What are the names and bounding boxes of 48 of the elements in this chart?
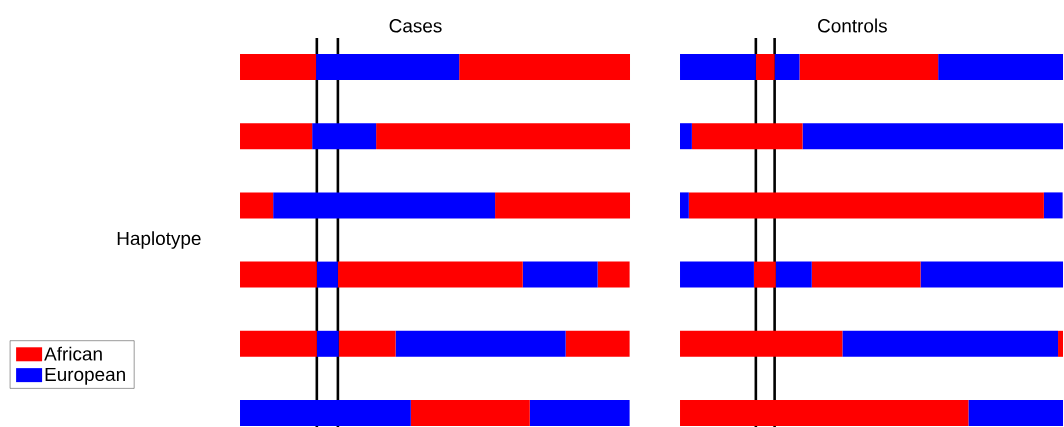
bar <box>316 54 460 81</box>
bar <box>395 330 566 357</box>
legend-label: European <box>45 367 125 385</box>
bar <box>680 330 843 357</box>
bar <box>938 54 1064 81</box>
bar <box>774 54 800 81</box>
bar <box>688 192 1044 219</box>
bar <box>459 54 631 81</box>
legend-label: African <box>44 346 102 361</box>
bar <box>529 400 630 427</box>
bar <box>240 261 317 288</box>
bar <box>316 330 339 357</box>
bar <box>240 400 411 427</box>
bar <box>811 261 921 288</box>
chart-title: Controls <box>818 18 887 33</box>
bar <box>240 330 317 357</box>
bar <box>753 261 776 288</box>
bar <box>312 123 377 150</box>
bar <box>273 192 496 219</box>
bar <box>842 330 1059 357</box>
bar <box>799 54 939 81</box>
bar <box>1058 330 1064 357</box>
bar <box>680 123 692 150</box>
bar <box>495 192 631 219</box>
chart-title: Cases <box>389 19 442 33</box>
bar <box>802 123 1064 150</box>
bar <box>680 261 754 288</box>
bar <box>920 261 1064 288</box>
bar <box>680 400 969 427</box>
bar <box>240 54 317 81</box>
bar <box>755 54 775 81</box>
bar <box>775 261 812 288</box>
bar <box>680 192 689 219</box>
bar <box>337 261 523 288</box>
bar <box>522 261 598 288</box>
bar <box>1043 192 1063 219</box>
bar <box>968 400 1064 427</box>
bar <box>316 261 338 288</box>
y-axis-title: Haplotype <box>117 231 201 249</box>
bar <box>565 330 630 357</box>
bar <box>376 123 631 150</box>
bar <box>680 54 756 81</box>
bar <box>597 261 630 288</box>
bar <box>240 123 313 150</box>
bar <box>691 123 803 150</box>
bar <box>338 330 396 357</box>
bar <box>410 400 530 427</box>
bar <box>240 192 274 219</box>
